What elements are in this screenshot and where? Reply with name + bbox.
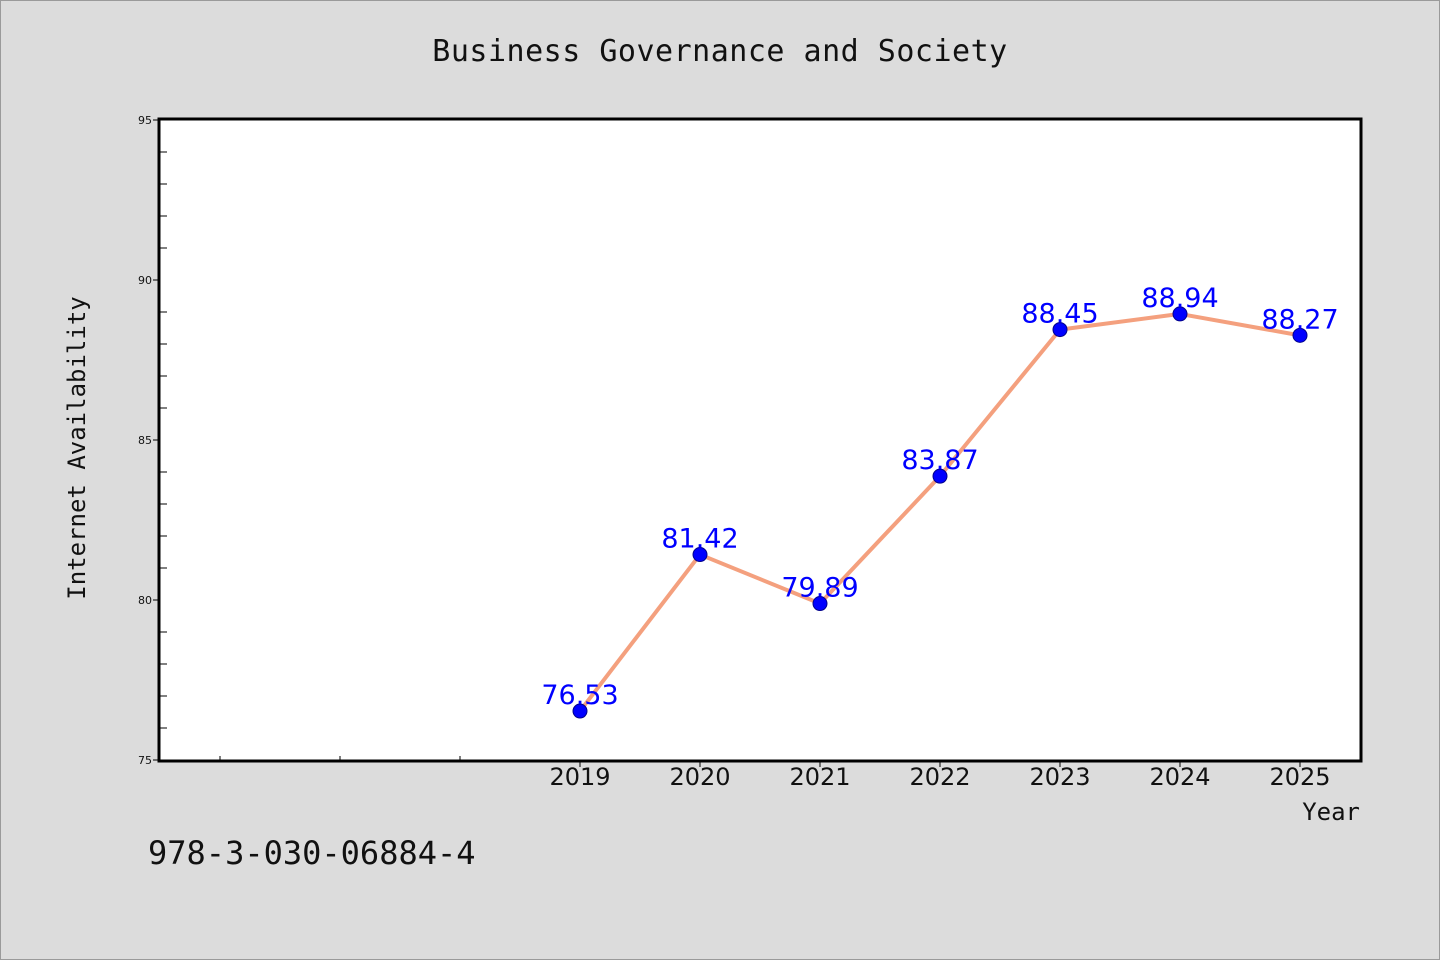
x-tick-label: 2023: [1029, 763, 1090, 791]
y-tick-label: 75: [138, 754, 152, 767]
data-label: 76.53: [541, 680, 618, 711]
y-axis: 75 80 85 90 95: [138, 114, 167, 767]
x-axis-label: Year: [1302, 798, 1360, 826]
x-axis: 2019 2020 2021 2022 2023 2024 2025: [219, 756, 1331, 791]
data-point: [1052, 322, 1068, 338]
x-tick-label: 2025: [1269, 763, 1330, 791]
data-label: 88.94: [1141, 283, 1218, 314]
y-axis-label: Internet Availability: [63, 296, 91, 599]
series-layer: 76.53 81.42 79.89 83.87 88.45 88.94 88.27: [541, 283, 1339, 719]
data-label: 81.42: [661, 524, 738, 555]
data-label: 88.27: [1261, 304, 1338, 335]
x-tick-label: 2024: [1149, 763, 1210, 791]
data-point: [1172, 306, 1188, 322]
plot-area: [157, 117, 1363, 763]
chart-title: Business Governance and Society: [432, 34, 1008, 69]
y-tick-label: 85: [138, 434, 152, 447]
data-point: [932, 468, 948, 484]
data-point: [1292, 327, 1308, 343]
x-tick-label: 2019: [549, 763, 610, 791]
data-point: [692, 547, 708, 563]
x-tick-label: 2020: [669, 763, 730, 791]
x-tick-label: 2021: [789, 763, 850, 791]
data-label: 88.45: [1021, 299, 1098, 330]
data-label: 83.87: [901, 445, 978, 476]
data-point: [812, 596, 828, 612]
data-point: [572, 703, 588, 719]
y-tick-label: 80: [138, 594, 152, 607]
data-label: 79.89: [781, 573, 858, 604]
y-tick-label: 90: [138, 274, 152, 287]
y-tick-label: 95: [138, 114, 152, 127]
x-tick-label: 2022: [909, 763, 970, 791]
footer-identifier: 978-3-030-06884-4: [148, 834, 476, 872]
